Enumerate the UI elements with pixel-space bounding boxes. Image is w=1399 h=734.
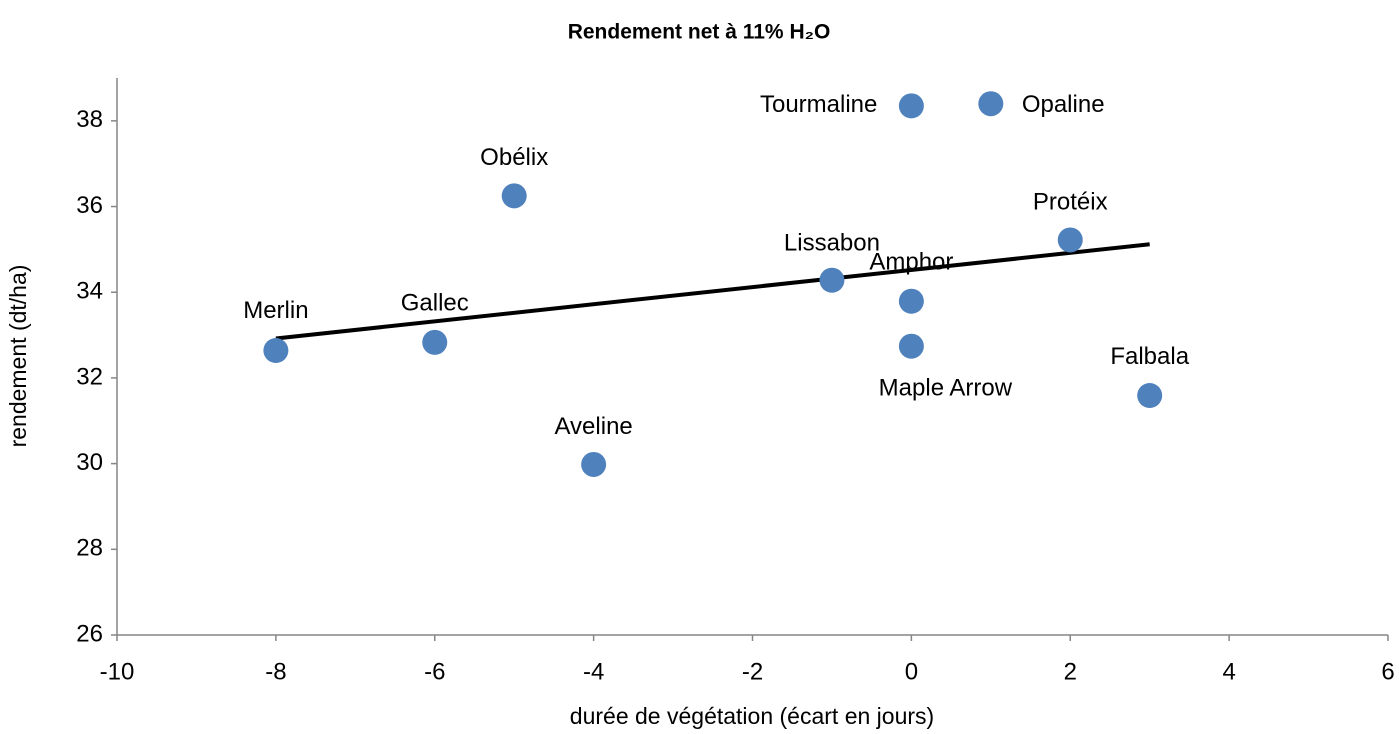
x-tick-label: -4: [583, 658, 604, 685]
point-label: Falbala: [1110, 343, 1189, 370]
point-label: Protéix: [1033, 188, 1108, 215]
y-tick-label: 36: [76, 192, 103, 219]
x-tick-label: 0: [905, 658, 918, 685]
x-tick-label: 4: [1222, 658, 1235, 685]
y-tick-label: 34: [76, 278, 103, 305]
chart-title: Rendement net à 11% H₂O: [568, 21, 831, 44]
x-tick-label: -6: [424, 658, 445, 685]
point: [422, 329, 448, 355]
y-axis-title: rendement (dt/ha): [5, 265, 31, 448]
point-label: Tourmaline: [760, 91, 877, 118]
point: [581, 451, 607, 477]
y-tick-label: 26: [76, 620, 103, 647]
point: [1057, 227, 1083, 253]
point: [819, 267, 845, 293]
point: [898, 288, 924, 314]
x-tick-label: -10: [100, 658, 135, 685]
point-label: Amphor: [869, 249, 953, 276]
point-label: Lissabon: [784, 230, 880, 257]
point-label: Maple Arrow: [879, 375, 1013, 402]
y-tick-label: 28: [76, 535, 103, 562]
point-label: Gallec: [401, 290, 469, 317]
x-tick-label: 6: [1381, 658, 1394, 685]
point-label: Opaline: [1022, 91, 1105, 118]
trendline: [275, 242, 1150, 341]
point: [898, 93, 924, 119]
y-tick-label: 30: [76, 449, 103, 476]
point: [978, 91, 1004, 117]
x-tick-label: -2: [742, 658, 763, 685]
point: [1137, 382, 1163, 408]
point-label: Aveline: [554, 413, 632, 440]
x-axis-title: durée de végétation (écart en jours): [570, 703, 934, 729]
point: [898, 333, 924, 359]
point: [501, 183, 527, 209]
x-tick-label: -8: [265, 658, 286, 685]
y-tick-label: 32: [76, 363, 103, 390]
y-tick-label: 38: [76, 106, 103, 133]
point: [263, 338, 289, 364]
point-label: Merlin: [243, 297, 308, 324]
point-label: Obélix: [480, 144, 548, 171]
x-tick-label: 2: [1064, 658, 1077, 685]
